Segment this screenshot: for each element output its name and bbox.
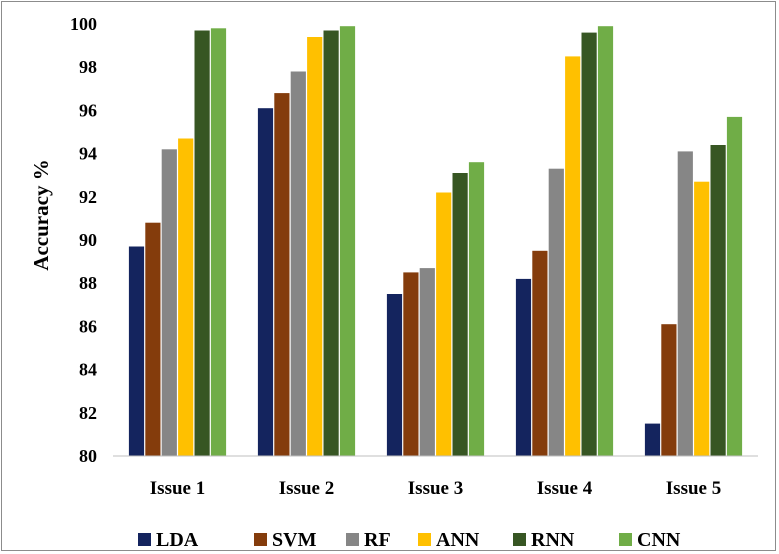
bar-rnn (581, 32, 597, 456)
bar-rf (290, 71, 306, 456)
bar-svm (145, 222, 161, 456)
bar-lda (257, 108, 274, 456)
legend-label: RNN (531, 529, 575, 551)
bar-svm (403, 272, 419, 456)
x-tick-label: Issue 2 (279, 478, 334, 499)
y-tick-label: 96 (79, 100, 97, 120)
bar-rnn (323, 30, 339, 456)
bar-svm (532, 250, 548, 456)
bar-ann (694, 181, 710, 456)
bar-cnn (339, 26, 356, 456)
bar-rf (161, 149, 177, 457)
legend-item-ann: ANN (418, 529, 480, 551)
bars (128, 26, 743, 457)
legend-swatch (346, 533, 359, 546)
y-tick-label: 86 (79, 316, 97, 336)
bar-cnn (468, 162, 485, 456)
legend-swatch (418, 533, 431, 546)
bar-ann (436, 192, 452, 456)
bar-rf (677, 151, 693, 456)
legend-swatch (619, 533, 632, 546)
legend-swatch (254, 533, 267, 546)
y-tick-label: 82 (79, 403, 97, 423)
x-axis: Issue 1 Issue 2 Issue 3 Issue 4 Issue 5 (150, 478, 721, 499)
bar-cnn (726, 116, 743, 457)
legend-item-rf: RF (346, 529, 391, 551)
y-tick-label: 100 (70, 14, 97, 34)
bar-lda (386, 294, 403, 456)
y-tick-label: 84 (79, 360, 97, 380)
bar-lda (128, 246, 145, 456)
x-tick-label: Issue 1 (150, 478, 205, 499)
x-tick-label: Issue 4 (537, 478, 593, 499)
y-tick-label: 98 (79, 57, 97, 77)
bar-rnn (710, 145, 726, 456)
bar-ann (178, 138, 194, 456)
bar-ann (565, 56, 581, 457)
x-tick-label: Issue 3 (408, 478, 463, 499)
y-axis: 80 82 84 86 88 90 92 94 96 98 100 (70, 14, 97, 466)
y-tick-label: 90 (79, 230, 97, 250)
y-tick-label: 94 (79, 144, 97, 164)
bar-rf (548, 168, 564, 456)
bar-svm (661, 324, 677, 456)
y-tick-label: 92 (79, 187, 97, 207)
legend-swatch (138, 533, 151, 546)
legend-label: LDA (156, 529, 199, 551)
legend: LDA SVM RF ANN RNN CNN (138, 529, 681, 551)
bar-rf (419, 268, 435, 456)
legend-label: CNN (637, 529, 681, 551)
y-tick-label: 88 (79, 273, 97, 293)
bar-cnn (597, 26, 614, 456)
legend-item-cnn: CNN (619, 529, 681, 551)
bar-svm (274, 93, 290, 456)
bar-ann (307, 37, 323, 456)
bar-rnn (194, 30, 210, 456)
legend-swatch (513, 533, 526, 546)
y-tick-label: 80 (79, 446, 97, 466)
legend-label: RF (364, 529, 391, 551)
legend-label: ANN (436, 529, 480, 551)
bar-cnn (210, 28, 227, 457)
legend-item-lda: LDA (138, 529, 199, 551)
bar-rnn (452, 173, 468, 456)
bar-lda (515, 278, 532, 456)
bar-lda (644, 423, 661, 456)
y-axis-label: Accuracy % (29, 159, 53, 270)
legend-item-rnn: RNN (513, 529, 575, 551)
legend-item-svm: SVM (254, 529, 317, 551)
legend-label: SVM (272, 529, 317, 551)
x-tick-label: Issue 5 (666, 478, 721, 499)
